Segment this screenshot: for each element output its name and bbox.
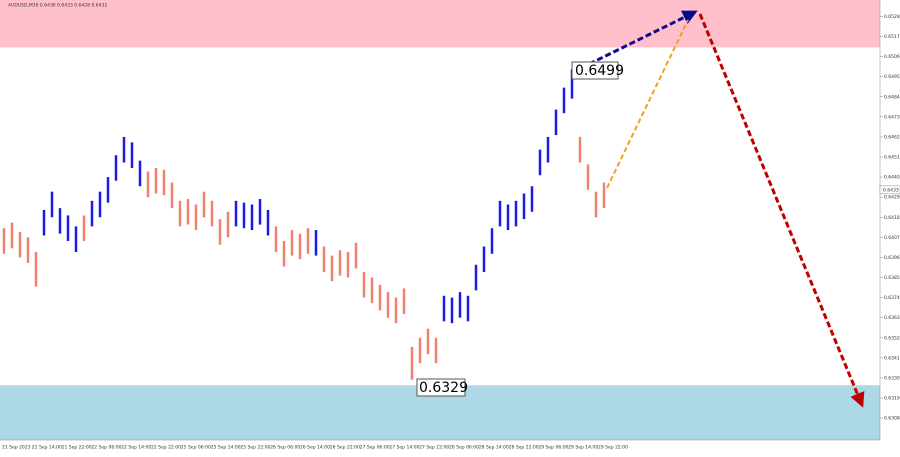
y-tick-label: 0.6473 bbox=[884, 114, 900, 120]
x-tick-label: 25 Sep 22:00 bbox=[240, 445, 270, 451]
y-tick-label: 0.6396 bbox=[884, 255, 900, 261]
x-tick-label: 22 Sep 06:00 bbox=[91, 445, 121, 451]
y-tick-label: 0.6374 bbox=[884, 295, 900, 301]
x-tick-label: 21 Sep 2023 bbox=[2, 445, 31, 451]
y-tick-label: 0.6484 bbox=[884, 94, 900, 100]
x-tick-label: 29 Sep 14:00 bbox=[568, 445, 598, 451]
forecast-arrow bbox=[606, 19, 689, 189]
y-tick-label: 0.6308 bbox=[884, 416, 900, 422]
y-tick-label: 0.6418 bbox=[884, 215, 900, 221]
x-tick-label: 22 Sep 22:00 bbox=[151, 445, 181, 451]
y-tick-label: 0.6429 bbox=[884, 195, 900, 201]
y-tick-label: 0.6319 bbox=[884, 396, 900, 402]
x-tick-label: 27 Sep 06:00 bbox=[360, 445, 390, 451]
y-tick-label: 0.6363 bbox=[884, 315, 900, 321]
price-marker bbox=[879, 185, 900, 195]
x-tick-label: 28 Sep 06:00 bbox=[449, 445, 479, 451]
y-tick-label: 0.6440 bbox=[884, 175, 900, 181]
y-tick-label: 0.6517 bbox=[884, 34, 900, 40]
y-tick-label: 0.6462 bbox=[884, 134, 900, 140]
y-tick-label: 0.6528 bbox=[884, 14, 900, 20]
chart-title: AUDUSD,M30 0.6430 0.6433 0.6428 0.6432 bbox=[8, 3, 107, 9]
x-tick-label: 26 Sep 22:00 bbox=[330, 445, 360, 451]
zone bbox=[0, 0, 880, 48]
annotation: 0.6329 bbox=[419, 380, 468, 396]
x-tick-label: 25 Sep 06:00 bbox=[181, 445, 211, 451]
annotation: 0.6499 bbox=[575, 63, 624, 79]
annotation-box bbox=[571, 61, 619, 80]
y-tick-label: 0.6407 bbox=[884, 235, 900, 241]
x-tick-label: 28 Sep 22:00 bbox=[509, 445, 539, 451]
x-tick-label: 21 Sep 14:00 bbox=[32, 445, 62, 451]
x-tick-label: 26 Sep 06:00 bbox=[270, 445, 300, 451]
y-tick-label: 0.6451 bbox=[884, 155, 900, 161]
y-tick-label: 0.6330 bbox=[884, 375, 900, 381]
x-tick-label: 27 Sep 14:00 bbox=[389, 445, 419, 451]
x-tick-label: 29 Sep 06:00 bbox=[538, 445, 568, 451]
y-tick-label: 0.6385 bbox=[884, 275, 900, 281]
y-tick-label: 0.6506 bbox=[884, 54, 900, 60]
x-tick-label: 25 Sep 14:00 bbox=[211, 445, 241, 451]
forecast-arrow bbox=[698, 13, 865, 408]
x-tick-label: 29 Sep 22:00 bbox=[598, 445, 628, 451]
y-tick-label: 0.6341 bbox=[884, 355, 900, 361]
x-tick-label: 22 Sep 14:00 bbox=[121, 445, 151, 451]
y-tick-label: 0.6352 bbox=[884, 335, 900, 341]
price-label: 0.6433 bbox=[883, 187, 899, 193]
x-tick-label: 21 Sep 22:00 bbox=[62, 445, 92, 451]
x-tick-label: 26 Sep 14:00 bbox=[300, 445, 330, 451]
x-tick-label: 28 Sep 14:00 bbox=[479, 445, 509, 451]
y-tick-label: 0.6495 bbox=[884, 74, 900, 80]
x-tick-label: 27 Sep 22:00 bbox=[419, 445, 449, 451]
annotation-box bbox=[416, 378, 466, 397]
